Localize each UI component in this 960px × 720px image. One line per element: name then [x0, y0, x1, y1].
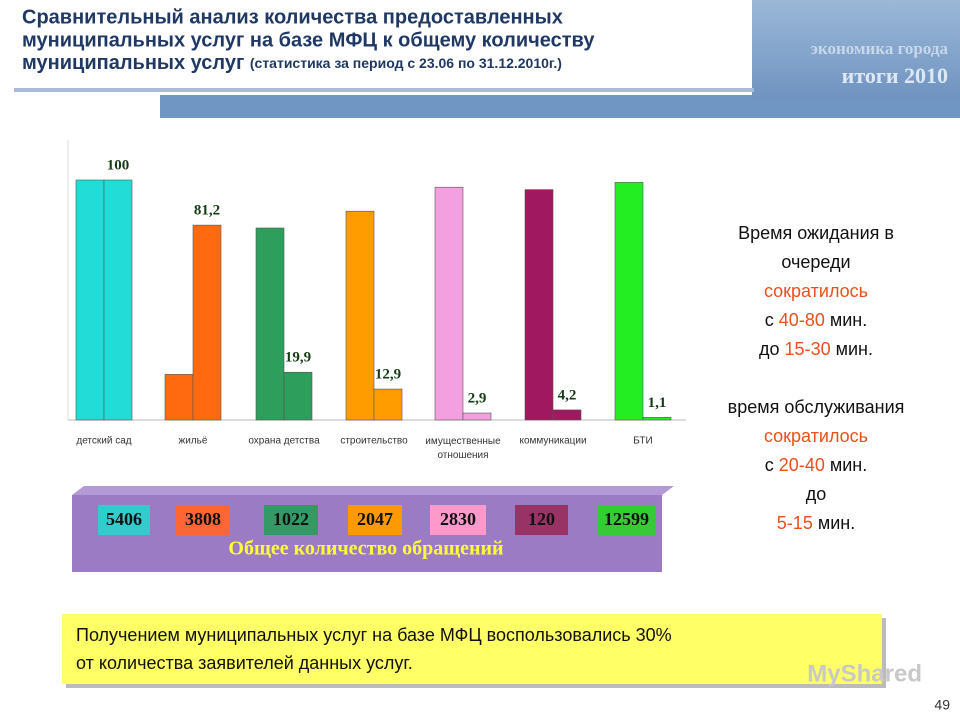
- footer-text: Получением муниципальных услуг на базе М…: [76, 625, 672, 645]
- note-line: 5-15 мин.: [777, 513, 855, 533]
- x-tick-label: строительство: [340, 436, 408, 447]
- x-tick-label: БТИ: [633, 436, 652, 447]
- data-label: 19,9: [285, 350, 311, 366]
- note-line: сократилось: [764, 281, 868, 301]
- note-part: с: [765, 310, 779, 330]
- note-part: Время ожидания в: [738, 223, 894, 243]
- total-value: 1022: [273, 509, 309, 529]
- title-line: муниципальных услуг: [22, 52, 244, 74]
- note-part: 5-15: [777, 513, 813, 533]
- bar: [524, 189, 554, 421]
- total-box: [598, 505, 655, 535]
- bar: [103, 179, 133, 421]
- bar: [373, 388, 403, 421]
- note-part: 40-80: [779, 310, 825, 330]
- subtitle: (статистика за период с 23.06 по 31.12.2…: [250, 55, 562, 71]
- header-line: [14, 88, 754, 92]
- note-line: до: [806, 484, 827, 504]
- note-line: до 15-30 мин.: [759, 339, 873, 359]
- total-box: [348, 505, 402, 535]
- data-label: 12,9: [375, 366, 401, 382]
- totals-band-top: [72, 486, 674, 495]
- data-label: 81,2: [194, 203, 220, 219]
- note-part: мин.: [813, 513, 855, 533]
- x-tick-label: отношения: [437, 450, 488, 461]
- total-box: [264, 505, 318, 535]
- note-line: время обслуживания: [728, 397, 905, 417]
- note-part: 15-30: [785, 339, 831, 359]
- x-tick-label: охрана детства: [248, 436, 320, 447]
- total-box: [176, 505, 230, 535]
- total-value: 120: [528, 509, 555, 529]
- note-part: до: [759, 339, 785, 359]
- bar: [164, 374, 194, 421]
- note-part: до: [806, 484, 827, 504]
- x-tick-label: имущественные отношения: [425, 436, 501, 461]
- bar: [192, 224, 222, 421]
- footer-text: от количества заявителей данных услуг.: [76, 653, 413, 673]
- bar: [642, 417, 672, 421]
- data-label: 4,2: [558, 387, 577, 403]
- logo-text: экономика города: [811, 39, 949, 58]
- note-line: очереди: [781, 252, 850, 272]
- x-tick-label: жильё: [179, 436, 208, 447]
- logo-box: [752, 0, 960, 100]
- note-part: мин.: [825, 455, 867, 475]
- note-part: 20-40: [779, 455, 825, 475]
- watermark: MyShared: [807, 660, 922, 687]
- bar: [614, 182, 644, 421]
- note-part: мин.: [831, 339, 873, 359]
- x-tick-label: имущественные: [425, 436, 501, 447]
- x-tick-label: коммуникации: [519, 436, 586, 447]
- bar: [75, 179, 105, 421]
- data-label: 100: [107, 157, 130, 173]
- logo-text: итоги 2010: [842, 63, 948, 88]
- note-line: сократилось: [764, 426, 868, 446]
- total-value: 2047: [357, 509, 393, 529]
- total-value: 5406: [106, 509, 142, 529]
- bar: [434, 186, 464, 421]
- note-part: сократилось: [764, 281, 868, 301]
- header-band: [160, 95, 960, 118]
- note-line: с 40-80 мин.: [765, 310, 867, 330]
- note-part: с: [765, 455, 779, 475]
- total-box: [515, 505, 568, 535]
- note-line: с 20-40 мин.: [765, 455, 867, 475]
- x-tick-label: детский сад: [76, 436, 131, 447]
- bar: [345, 210, 375, 421]
- data-label: 2,9: [468, 390, 487, 406]
- note-part: очереди: [781, 252, 850, 272]
- totals-label: Общее количество обращений: [228, 538, 503, 560]
- note-part: время обслуживания: [728, 397, 905, 417]
- total-value: 2830: [440, 509, 476, 529]
- bar: [255, 227, 285, 421]
- note-part: мин.: [825, 310, 867, 330]
- title-line: муниципальных услуг на базе МФЦ к общему…: [22, 29, 595, 51]
- total-value: 3808: [185, 509, 221, 529]
- total-box: [430, 505, 486, 535]
- data-label: 1,1: [648, 395, 667, 411]
- note-line: Время ожидания в: [738, 223, 894, 243]
- bar: [462, 412, 492, 421]
- note-part: сократилось: [764, 426, 868, 446]
- title-line: муниципальных услуг (статистика за перио…: [22, 52, 562, 74]
- bar: [552, 409, 582, 421]
- page-number: 49: [934, 697, 950, 713]
- title-line: Сравнительный анализ количества предоста…: [22, 6, 563, 28]
- footer-box: [62, 614, 882, 684]
- total-box: [98, 505, 150, 535]
- total-value: 12599: [604, 509, 649, 529]
- bar: [283, 371, 313, 421]
